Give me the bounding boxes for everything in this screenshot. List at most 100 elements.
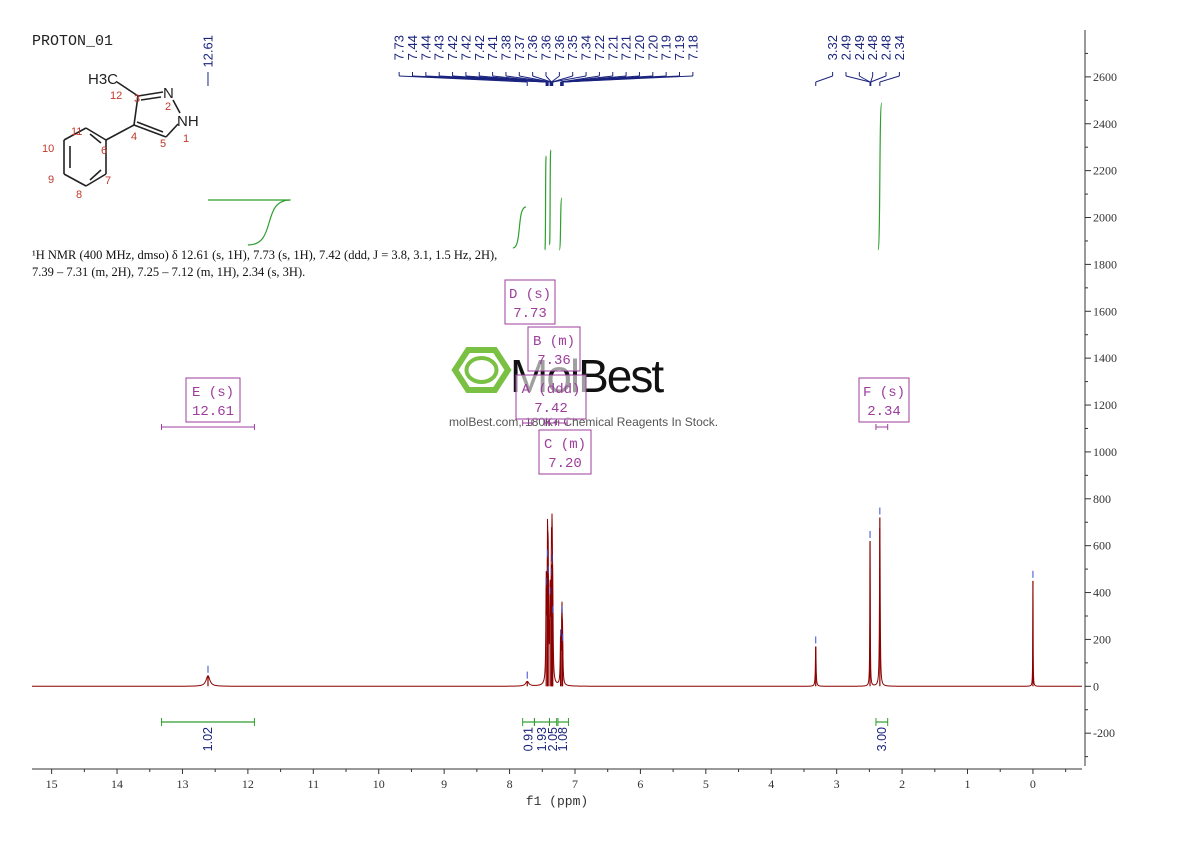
x-tick-label: 0 (1030, 777, 1036, 791)
peak-shift-label: 7.22 (592, 35, 607, 60)
peak-shift-label: 7.42 (445, 35, 460, 60)
y-tick-label: 2400 (1093, 117, 1117, 131)
integral-curve (558, 197, 563, 251)
x-tick-label: 7 (572, 777, 578, 791)
hexagon-logo-ring-icon (464, 356, 499, 384)
multiplet-shift: 7.42 (534, 401, 568, 417)
peak-shift-label: 7.20 (632, 35, 647, 60)
peak-shift-label: 7.43 (432, 35, 447, 60)
atom-number-9: 9 (48, 174, 54, 186)
peak-label-connector (399, 75, 528, 83)
x-tick-label: 11 (308, 777, 320, 791)
integral-curve (877, 102, 883, 251)
y-tick-label: 1400 (1093, 351, 1117, 365)
peak-shift-label: 7.19 (672, 35, 687, 60)
peak-shift-label: 2.48 (865, 35, 880, 60)
integral-value: 1.02 (201, 727, 215, 751)
sample-id: PROTON_01 (32, 33, 113, 50)
peak-shift-label: 7.20 (645, 35, 660, 60)
atom-number-11: 11 (71, 126, 82, 138)
peak-label-connector (551, 75, 560, 83)
atom-number-7: 7 (105, 175, 111, 187)
y-tick-label: 400 (1093, 586, 1111, 600)
multiplet-shift: 7.73 (513, 306, 547, 322)
peak-shift-label: 7.35 (565, 35, 580, 60)
x-tick-label: 12 (242, 777, 254, 791)
peak-shift-label: 7.18 (685, 35, 700, 60)
hexagon-logo-icon (451, 347, 512, 393)
atom-number-12: 12 (110, 90, 122, 102)
y-tick-label: 1200 (1093, 398, 1117, 412)
y-tick-label: 1000 (1093, 445, 1117, 459)
atom-number-5: 5 (160, 138, 166, 150)
x-tick-label: 2 (899, 777, 905, 791)
multiplet-box-F (858, 377, 910, 423)
nh-label: NH (177, 113, 199, 130)
n2-label: N (163, 85, 174, 102)
peak-shift-label: 7.36 (525, 35, 540, 60)
x-tick-label: 15 (46, 777, 58, 791)
multiplet-box-C (538, 429, 592, 475)
x-tick-label: 8 (507, 777, 513, 791)
methyl-group-label: H3C (88, 71, 118, 88)
peak-shift-label: 7.19 (659, 35, 674, 60)
peak-label-connector (505, 75, 551, 83)
multiplet-shift: 2.34 (867, 404, 901, 420)
multiplet-shift: 7.20 (548, 456, 582, 472)
multiplet-shift: 7.36 (537, 353, 571, 369)
peak-label-connector (563, 75, 693, 83)
peak-shift-label: 7.21 (605, 35, 620, 60)
spectrum-trace (32, 513, 1082, 687)
atom-number-8: 8 (76, 189, 82, 201)
multiplet-box-A (515, 374, 587, 420)
x-tick-label: 3 (834, 777, 840, 791)
peak-label-connector (492, 75, 549, 83)
integral-layer: 1.02 0.91 1.932.051.08 3.00 (161, 102, 889, 751)
peak-label-layer: 12.61 7.737.447.447.437.427.427.427.417.3… (200, 35, 907, 86)
peak-shift-label: 2.34 (892, 35, 907, 60)
x-axis-label: f1 (ppm) (526, 794, 588, 809)
peak-label-connector (845, 75, 871, 83)
peak-shift-label: 7.36 (552, 35, 567, 60)
y-tick-label: 2000 (1093, 211, 1117, 225)
y-tick-label: 1600 (1093, 304, 1117, 318)
peak-label-connector (870, 75, 887, 83)
atom-number-3: 3 (134, 93, 140, 105)
multiplet-layer: E (s) 12.61 D (s) 7.73 B (m) 7.36 A (ddd) 7.42 C… (161, 279, 910, 475)
integral-curve (544, 155, 547, 251)
peak-shift-label: 7.73 (392, 35, 407, 60)
nmr-description-line-1: ¹H NMR (400 MHz, dmso) δ 12.61 (s, 1H), … (32, 248, 497, 262)
y-tick-label: 0 (1093, 679, 1099, 693)
peak-shift-label: 12.61 (200, 35, 215, 68)
peak-shift-label: 7.34 (579, 35, 594, 60)
multiplet-heading: F (s) (863, 385, 905, 401)
atom-number-6: 6 (101, 145, 107, 157)
y-tick-label: 2600 (1093, 70, 1117, 84)
multiplet-heading: E (s) (192, 385, 234, 401)
peak-label-connector (545, 75, 552, 83)
peak-label-connector (532, 75, 552, 83)
integral-value: 1.08 (556, 727, 570, 751)
multiplet-box-D (504, 279, 556, 325)
peak-shift-label: 2.48 (879, 35, 894, 60)
peak-shift-label: 7.42 (458, 35, 473, 60)
structure-drawing: H3C N NH 1 2 3 4 5 6 7 8 9 10 11 12 (42, 71, 199, 201)
peak-shift-label: 7.37 (512, 35, 527, 60)
peak-shift-label: 7.21 (619, 35, 634, 60)
nmr-description-line-2: 7.39 – 7.31 (m, 2H), 7.25 – 7.12 (m, 1H)… (32, 265, 305, 279)
axis-layer: 15 14 13 12 11 10 9 8 7 6 5 4 3 2 1 0-20002004006008001… (32, 30, 1117, 791)
multiplet-heading: D (s) (509, 287, 551, 303)
multiplet-heading: C (m) (544, 437, 586, 453)
peak-shift-label: 7.41 (485, 35, 500, 60)
integral-value: 2.05 (546, 727, 560, 751)
x-tick-label: 10 (373, 777, 385, 791)
integral-value: 1.93 (535, 727, 549, 751)
peak-shift-label: 2.49 (852, 35, 867, 60)
peak-label-connector (859, 75, 871, 83)
peak-shift-label: 7.44 (418, 35, 433, 60)
peak-label-connector (879, 75, 900, 83)
peak-label-connector (870, 75, 874, 83)
x-tick-label: 4 (768, 777, 774, 791)
spectrum-layer (32, 507, 1082, 687)
